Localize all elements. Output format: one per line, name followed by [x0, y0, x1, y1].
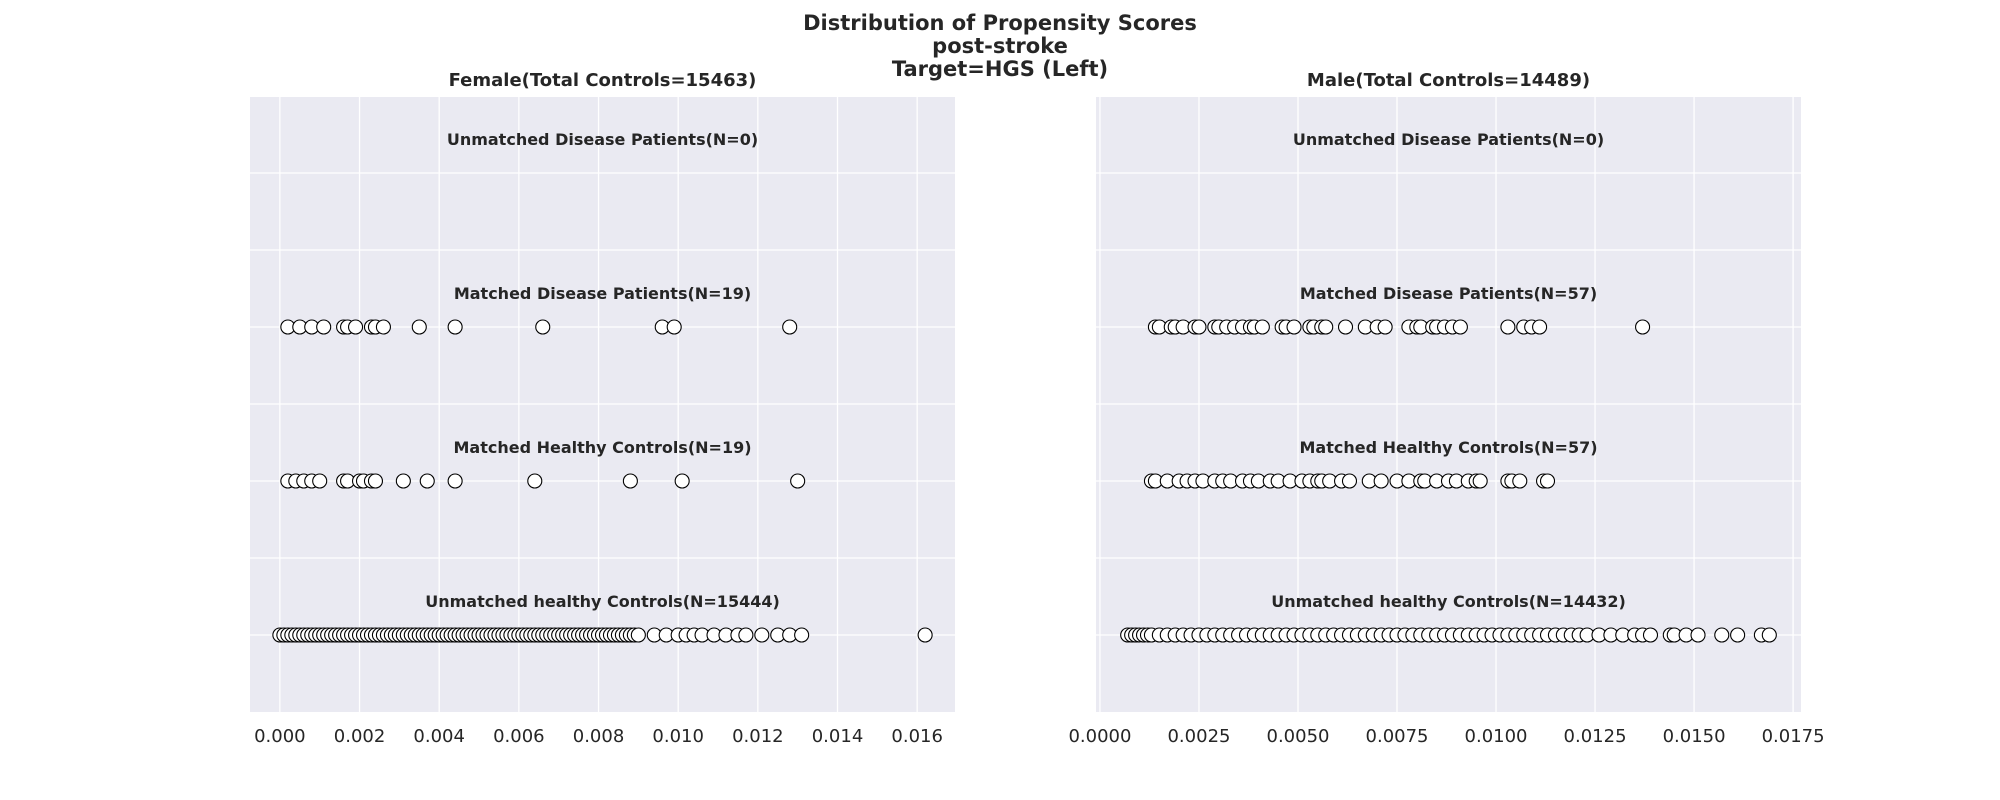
male-data-point [1452, 319, 1468, 335]
female-data-point [674, 473, 690, 489]
male-data-point [1714, 627, 1730, 643]
female-data-point [419, 473, 435, 489]
female-xtick-label: 0.002 [334, 726, 386, 747]
male-data-point [1642, 627, 1659, 643]
male-data-point [1730, 627, 1746, 643]
male-data-point [1191, 319, 1207, 335]
female-data-point [738, 627, 754, 643]
figure-title-line-3: Target=HGS (Left) [891, 57, 1109, 81]
female-data-point [348, 319, 364, 335]
female-data-point [782, 319, 798, 335]
female-row-label: Unmatched healthy Controls(N=15444) [425, 592, 780, 611]
male-row-label: Matched Disease Patients(N=57) [1300, 284, 1597, 303]
female-xtick-label: 0.006 [493, 726, 545, 747]
figure-title: Distribution of Propensity Scores post-s… [0, 12, 2000, 81]
male-row-label: Unmatched healthy Controls(N=14432) [1271, 592, 1626, 611]
female-xtick-label: 0.004 [413, 726, 465, 747]
male-data-point [1318, 319, 1334, 335]
male-data-point [1500, 319, 1516, 335]
female-xtick-label: 0.000 [254, 726, 306, 747]
male-xtick-label: 0.0025 [1167, 726, 1230, 747]
female-data-point [535, 319, 551, 335]
male-xtick-label: 0.0150 [1663, 726, 1726, 747]
male-data-point [1532, 319, 1548, 335]
male-data-point [1254, 319, 1270, 335]
male-xtick-label: 0.0175 [1762, 726, 1825, 747]
male-data-point [1690, 627, 1706, 643]
female-data-point [375, 319, 391, 335]
female-xtick-label: 0.012 [732, 726, 784, 747]
male-data-point [1512, 473, 1528, 489]
male-data-point [1286, 319, 1302, 335]
male-data-point [1635, 319, 1651, 335]
female-panel-title: Female(Total Controls=15463) [448, 70, 757, 91]
female-data-point [794, 627, 810, 643]
female-data-point [395, 473, 411, 489]
male-data-point [1539, 473, 1556, 489]
female-data-point [630, 627, 646, 643]
female-data-point [447, 319, 463, 335]
figure-title-line-1: Distribution of Propensity Scores [803, 11, 1197, 35]
male-row-label: Unmatched Disease Patients(N=0) [1293, 130, 1604, 149]
male-xtick-label: 0.0100 [1465, 726, 1528, 747]
male-data-point [1341, 473, 1358, 489]
male-xtick-label: 0.0125 [1564, 726, 1627, 747]
male-data-point [1472, 473, 1488, 489]
male-panel-title: Male(Total Controls=14489) [1306, 70, 1591, 91]
female-data-point [622, 473, 638, 489]
female-data-point [411, 319, 427, 335]
male-data-point [1337, 319, 1354, 335]
female-data-point [917, 627, 933, 643]
male-data-point [1377, 319, 1393, 335]
female-data-point [447, 473, 463, 489]
male-data-point [1373, 473, 1389, 489]
female-xtick-label: 0.008 [573, 726, 625, 747]
female-xtick-label: 0.014 [812, 726, 864, 747]
male-row-label: Matched Healthy Controls(N=57) [1299, 438, 1597, 457]
male-xtick-label: 0.0000 [1068, 726, 1131, 747]
female-data-point [527, 473, 543, 489]
female-data-point [367, 473, 384, 489]
female-data-point [754, 627, 770, 643]
male-xtick-label: 0.0050 [1267, 726, 1330, 747]
female-xtick-label: 0.010 [652, 726, 704, 747]
female-xtick-label: 0.016 [891, 726, 943, 747]
female-row-label: Matched Healthy Controls(N=19) [453, 438, 751, 457]
female-row-label: Unmatched Disease Patients(N=0) [447, 130, 758, 149]
male-data-point [1761, 627, 1777, 643]
female-data-point [790, 473, 806, 489]
male-xtick-label: 0.0075 [1366, 726, 1429, 747]
figure-title-line-2: post-stroke [932, 34, 1068, 58]
female-data-point [316, 319, 332, 335]
female-data-point [312, 473, 328, 489]
female-data-point [666, 319, 682, 335]
female-row-label: Matched Disease Patients(N=19) [454, 284, 751, 303]
